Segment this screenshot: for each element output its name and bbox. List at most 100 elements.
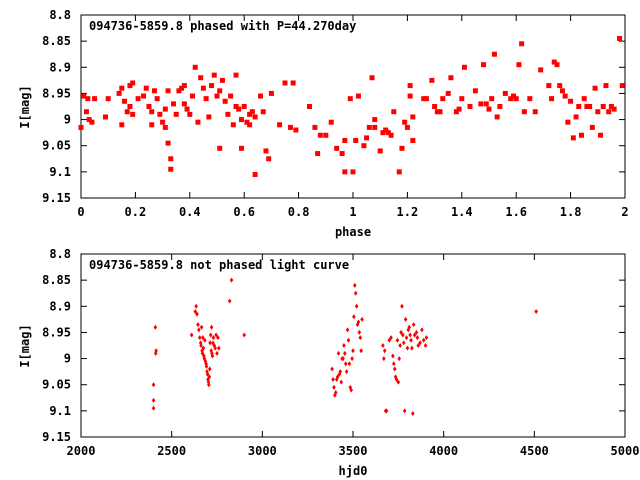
phased-data-point: [587, 104, 593, 109]
unphased-data-point: [339, 379, 344, 385]
unphased-y-tick-label: 9.15: [42, 430, 71, 444]
unphased-x-tick-label: 3000: [248, 444, 277, 458]
unphased-data-point: [409, 337, 413, 343]
phased-data-point: [317, 132, 323, 138]
unphased-data-point: [421, 337, 426, 343]
phased-data-point: [203, 96, 209, 102]
phased-data-point: [198, 75, 204, 81]
phased-y-tick-label: 9.15: [42, 191, 71, 205]
phased-data-point: [600, 104, 606, 109]
unphased-data-point: [389, 335, 393, 341]
unphased-data-point: [336, 350, 341, 356]
phased-data-point: [342, 137, 348, 143]
unphased-data-point: [154, 348, 158, 354]
unphased-data-point: [208, 340, 212, 346]
unphased-data-point: [338, 369, 343, 375]
unphased-data-point: [345, 327, 350, 333]
phased-data-point: [162, 106, 168, 112]
phased-data-point: [399, 145, 405, 151]
phased-x-tick-label: 1.8: [560, 205, 582, 219]
phased-x-tick-label: 2: [621, 205, 628, 219]
phased-data-point: [559, 88, 565, 94]
phased-data-point: [437, 109, 443, 115]
unphased-data-point: [331, 376, 335, 382]
unphased-data-point: [355, 322, 360, 328]
phased-y-tick-label: 9.05: [42, 139, 71, 153]
phased-data-point: [423, 96, 429, 102]
unphased-data-point: [418, 340, 422, 346]
unphased-data-point: [357, 329, 362, 335]
unphased-data-point: [407, 324, 412, 330]
phased-y-tick-label: 8.8: [49, 8, 71, 22]
unphased-data-point: [330, 366, 334, 372]
phased-data-point: [252, 114, 258, 120]
phased-data-point: [407, 93, 413, 99]
phased-data-point: [366, 124, 372, 130]
phased-data-point: [521, 109, 527, 115]
phased-data-point: [225, 111, 231, 117]
phased-data-point: [467, 104, 473, 109]
phased-data-point: [306, 104, 312, 109]
phased-data-point: [222, 98, 228, 104]
phased-data-point: [410, 137, 416, 143]
phased-data-point: [462, 64, 468, 70]
unphased-data-point: [401, 340, 406, 346]
phased-data-point: [404, 124, 410, 130]
phased-data-point: [339, 151, 345, 157]
phased-data-point: [312, 124, 318, 130]
unphased-data-point: [227, 298, 232, 304]
unphased-data-point: [424, 335, 429, 341]
unphased-data-point: [242, 332, 246, 338]
unphased-data-point: [395, 337, 400, 343]
unphased-y-tick-label: 8.95: [42, 325, 71, 339]
unphased-x-tick-label: 4000: [429, 444, 458, 458]
unphased-data-point: [400, 303, 404, 309]
phased-data-point: [434, 109, 440, 115]
phased-data-point: [347, 96, 353, 102]
unphased-data-point: [342, 343, 346, 348]
unphased-data-point: [382, 348, 387, 354]
unphased-data-point: [346, 337, 351, 343]
unphased-data-point: [396, 379, 401, 385]
phased-x-tick-label: 0.6: [233, 205, 255, 219]
unphased-data-point: [206, 376, 210, 382]
phased-data-point: [130, 111, 136, 117]
unphased-data-point: [341, 356, 345, 362]
phased-data-point: [200, 85, 206, 91]
unphased-data-point: [199, 343, 203, 348]
unphased-data-point: [411, 410, 415, 416]
unphased-data-point: [214, 332, 218, 338]
unphased-data-point: [398, 343, 402, 348]
phased-data-point: [383, 127, 389, 133]
phased-data-point: [160, 119, 166, 125]
phased-data-point: [219, 77, 225, 83]
phased-data-point: [190, 93, 196, 99]
phased-data-point: [192, 64, 198, 70]
unphased-data-point: [194, 303, 198, 309]
unphased-light-curve-panel: 2000 2500 3000 3500 4000 4500 5000 8.8 8.85 8.9 8.…: [18, 247, 639, 478]
phased-data-point: [165, 140, 171, 146]
unphased-data-point: [343, 350, 347, 356]
phased-data-point: [249, 109, 255, 115]
phased-data-point: [573, 114, 579, 120]
phased-plot-title: 094736-5859.8 phased with P=44.270day: [89, 19, 356, 33]
unphased-data-point: [423, 343, 428, 348]
unphased-data-point: [207, 374, 212, 380]
unphased-data-point: [401, 332, 405, 338]
phased-data-point: [369, 75, 375, 81]
phased-data-point: [122, 98, 128, 104]
unphased-data-point: [211, 340, 215, 346]
phased-data-point: [581, 96, 587, 102]
phased-data-point: [86, 117, 92, 123]
phased-data-point: [519, 41, 525, 47]
phased-x-tick-label: 0: [77, 205, 84, 219]
phased-data-point: [85, 96, 91, 102]
unphased-data-point: [412, 332, 417, 338]
phased-data-point: [119, 85, 125, 91]
unphased-data-point: [414, 329, 419, 335]
phased-data-point: [263, 148, 269, 154]
phased-data-point: [241, 104, 247, 109]
unphased-data-point: [209, 348, 213, 354]
unphased-data-point: [197, 335, 202, 341]
phased-data-point: [149, 122, 155, 128]
